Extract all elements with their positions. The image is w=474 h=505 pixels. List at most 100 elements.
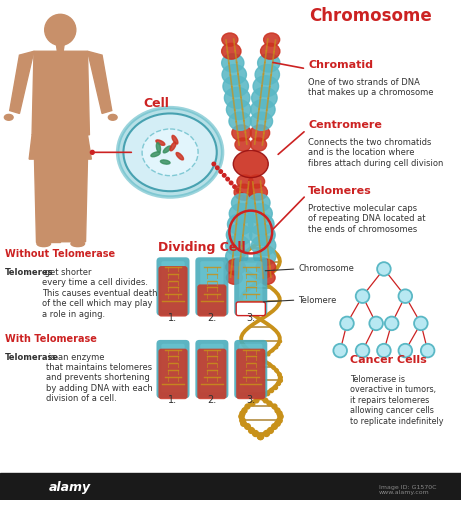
Ellipse shape	[227, 272, 242, 285]
Ellipse shape	[248, 214, 274, 235]
Ellipse shape	[234, 185, 254, 200]
Ellipse shape	[253, 77, 279, 97]
Ellipse shape	[160, 161, 170, 165]
Circle shape	[243, 197, 246, 200]
Text: Without Telomerase: Without Telomerase	[5, 249, 115, 259]
Ellipse shape	[222, 34, 238, 47]
FancyBboxPatch shape	[197, 285, 227, 317]
Text: Chromosome: Chromosome	[299, 264, 354, 273]
Circle shape	[377, 344, 391, 358]
Text: 3.: 3.	[246, 394, 255, 405]
Ellipse shape	[237, 176, 253, 189]
Ellipse shape	[227, 225, 252, 246]
Ellipse shape	[170, 143, 176, 152]
Ellipse shape	[264, 34, 280, 47]
Ellipse shape	[226, 236, 250, 256]
Ellipse shape	[71, 241, 84, 247]
Ellipse shape	[109, 115, 117, 121]
FancyBboxPatch shape	[236, 349, 265, 399]
Ellipse shape	[248, 204, 272, 224]
Text: Dividing Cell: Dividing Cell	[158, 240, 246, 253]
FancyBboxPatch shape	[200, 344, 224, 392]
Circle shape	[377, 263, 391, 276]
Text: 1.: 1.	[168, 312, 178, 322]
Text: is an enzyme
that maintains telomeres
and prevents shortening
by adding DNA with: is an enzyme that maintains telomeres an…	[46, 352, 153, 402]
Ellipse shape	[235, 139, 251, 152]
Text: 3.: 3.	[246, 312, 255, 322]
Ellipse shape	[228, 214, 253, 235]
FancyBboxPatch shape	[156, 340, 190, 398]
Text: 2.: 2.	[207, 312, 217, 322]
Ellipse shape	[142, 130, 198, 176]
Ellipse shape	[256, 260, 275, 275]
Polygon shape	[34, 160, 60, 242]
Ellipse shape	[258, 55, 280, 73]
Text: Connects the two chromatids
and is the location where
fibres attach during cell : Connects the two chromatids and is the l…	[308, 137, 444, 167]
Text: alamy: alamy	[49, 480, 91, 493]
FancyBboxPatch shape	[234, 258, 267, 316]
Ellipse shape	[254, 248, 276, 266]
Circle shape	[399, 290, 412, 304]
Polygon shape	[88, 52, 112, 114]
Circle shape	[340, 317, 354, 331]
Circle shape	[219, 171, 222, 174]
Ellipse shape	[229, 113, 251, 131]
Text: 1.: 1.	[168, 394, 178, 405]
Bar	[0, 473, 461, 500]
Circle shape	[236, 189, 240, 193]
Polygon shape	[32, 52, 90, 135]
Ellipse shape	[229, 204, 254, 224]
Circle shape	[414, 317, 428, 331]
Text: Protective molecular caps
of repeating DNA located at
the ends of chromosomes: Protective molecular caps of repeating D…	[308, 204, 426, 233]
Text: Telomere: Telomere	[299, 295, 337, 304]
Text: Telomerase is
overactive in tumors,
it repairs telomeres
allowing cancer cells
t: Telomerase is overactive in tumors, it r…	[350, 374, 443, 425]
Circle shape	[229, 182, 233, 185]
Ellipse shape	[250, 113, 273, 131]
FancyBboxPatch shape	[158, 349, 188, 399]
FancyBboxPatch shape	[197, 349, 227, 399]
Circle shape	[333, 344, 347, 358]
Ellipse shape	[123, 114, 217, 192]
Circle shape	[45, 15, 76, 46]
Ellipse shape	[224, 88, 250, 109]
Text: 2.: 2.	[207, 394, 217, 405]
Text: Chromosome: Chromosome	[309, 7, 432, 25]
Circle shape	[91, 151, 94, 155]
FancyBboxPatch shape	[234, 340, 267, 398]
Ellipse shape	[227, 100, 251, 120]
Ellipse shape	[118, 109, 223, 197]
Ellipse shape	[255, 66, 280, 85]
Ellipse shape	[172, 136, 178, 145]
FancyBboxPatch shape	[236, 302, 265, 316]
Polygon shape	[60, 160, 88, 242]
Ellipse shape	[37, 241, 51, 247]
Text: www.alamy.com: www.alamy.com	[379, 489, 430, 494]
Circle shape	[222, 174, 226, 178]
FancyBboxPatch shape	[195, 340, 228, 398]
FancyBboxPatch shape	[161, 262, 185, 310]
Text: Cancer Cells: Cancer Cells	[350, 355, 427, 365]
Circle shape	[385, 317, 399, 331]
FancyBboxPatch shape	[195, 258, 228, 316]
Text: get shorter
every time a cell divides.
This causes eventual death
of the cell wh: get shorter every time a cell divides. T…	[42, 268, 157, 318]
Ellipse shape	[250, 225, 275, 246]
Ellipse shape	[176, 153, 183, 161]
Ellipse shape	[259, 272, 275, 285]
Ellipse shape	[156, 140, 165, 146]
Circle shape	[216, 167, 219, 170]
Ellipse shape	[261, 44, 280, 60]
Ellipse shape	[232, 126, 251, 141]
Ellipse shape	[248, 176, 264, 189]
Ellipse shape	[222, 66, 246, 85]
FancyBboxPatch shape	[239, 262, 263, 310]
Text: Telomeres: Telomeres	[308, 186, 372, 196]
Ellipse shape	[251, 236, 276, 256]
Ellipse shape	[226, 260, 245, 275]
Ellipse shape	[222, 44, 241, 60]
Ellipse shape	[233, 151, 268, 178]
Text: Centromere: Centromere	[308, 120, 382, 130]
Circle shape	[399, 344, 412, 358]
Text: Chromatid: Chromatid	[308, 60, 373, 70]
Text: Image ID: G1570C: Image ID: G1570C	[379, 484, 437, 489]
Ellipse shape	[226, 248, 248, 266]
